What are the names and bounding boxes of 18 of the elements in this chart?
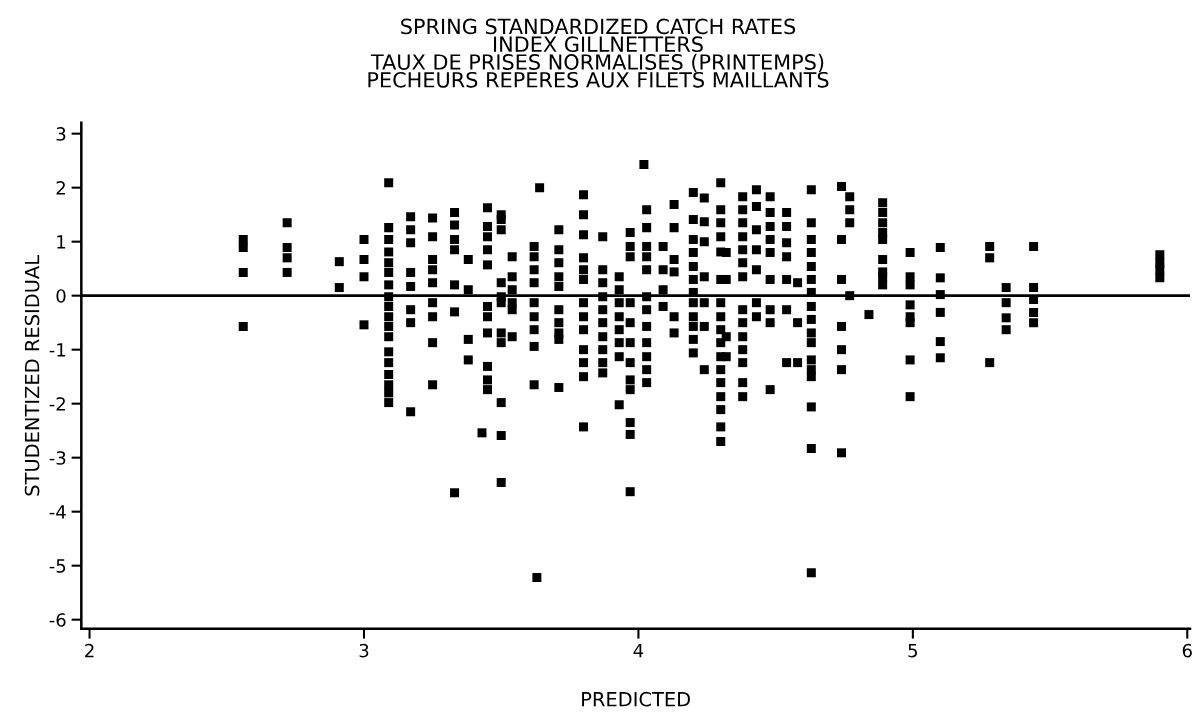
x-tick-label: 3: [359, 643, 369, 658]
x-tick-label: 4: [633, 643, 644, 658]
y-tick-label: -2: [49, 397, 65, 411]
y-axis-title: STUDENTIZED RESIDUAL: [24, 255, 40, 496]
chart-title: SPRING STANDARDIZED CATCH RATES INDEX GILLNETTERS TAUX DE PRISES NORMALISES (PRINTEMPS) PECHEURS REPERES AUX FILETS MAILLANTS: [368, 18, 829, 88]
y-tick-label: 0: [56, 289, 66, 303]
y-tick-label: -4: [49, 505, 66, 519]
y-tick-label: -3: [49, 451, 66, 465]
y-tick-label: 3: [56, 127, 66, 141]
y-tick-label: 1: [57, 235, 66, 249]
y-tick-label: -1: [49, 343, 66, 357]
x-tick-label: 5: [908, 643, 918, 658]
x-tick-label: 2: [85, 643, 94, 658]
y-tick-label: 2: [56, 181, 65, 195]
x-tick-label: 6: [1182, 643, 1192, 658]
y-tick-label: -5: [49, 559, 66, 573]
y-tick-label: -6: [49, 613, 66, 627]
x-axis-title: PREDICTED: [582, 691, 690, 707]
